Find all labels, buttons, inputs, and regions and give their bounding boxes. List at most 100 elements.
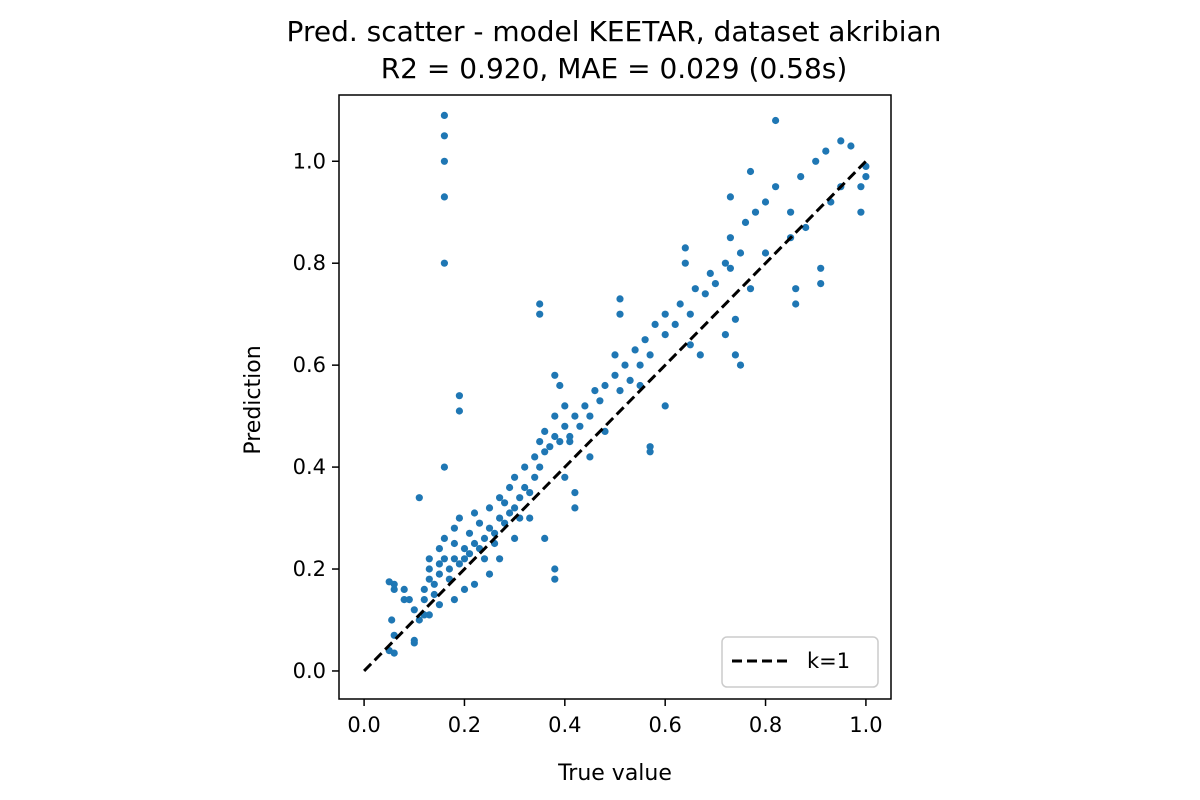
data-point	[676, 300, 684, 308]
data-point	[736, 249, 745, 257]
data-point	[420, 585, 428, 594]
data-point	[440, 157, 448, 165]
data-point	[470, 580, 479, 588]
data-point	[536, 300, 544, 308]
data-point	[388, 616, 396, 624]
data-point	[390, 585, 398, 594]
data-point	[470, 509, 479, 517]
data-point	[516, 494, 524, 502]
data-point	[541, 534, 549, 543]
data-point	[506, 509, 514, 517]
data-point	[746, 167, 755, 176]
data-point	[772, 183, 780, 191]
data-point	[510, 504, 519, 512]
data-point	[526, 489, 534, 497]
data-point	[731, 351, 740, 359]
data-point	[626, 376, 634, 384]
data-point	[445, 565, 453, 573]
data-point	[671, 320, 679, 328]
data-point	[425, 555, 433, 563]
data-point	[521, 463, 529, 471]
data-point	[751, 208, 760, 216]
data-point	[506, 483, 514, 492]
data-point	[410, 606, 418, 614]
data-point	[541, 427, 549, 435]
data-point	[862, 173, 870, 181]
data-point	[385, 578, 393, 586]
data-point	[455, 407, 463, 415]
data-point	[857, 208, 865, 216]
data-point	[455, 514, 463, 522]
data-point	[526, 514, 534, 522]
data-point	[566, 432, 574, 441]
data-point	[455, 560, 463, 568]
data-point	[701, 290, 709, 298]
data-point	[691, 285, 699, 293]
data-point	[425, 575, 433, 583]
data-point	[450, 539, 458, 548]
data-point	[430, 590, 438, 599]
data-point	[551, 565, 559, 573]
data-point	[571, 504, 579, 512]
data-point	[501, 499, 509, 507]
data-point	[475, 519, 484, 527]
data-point	[450, 555, 458, 563]
data-point	[761, 249, 770, 257]
data-point	[415, 494, 423, 502]
data-point	[546, 443, 554, 451]
data-point	[706, 269, 714, 277]
data-point	[591, 387, 599, 395]
data-point	[450, 524, 458, 532]
data-point	[741, 218, 750, 226]
data-point	[812, 157, 820, 165]
data-point	[802, 223, 810, 232]
data-point	[686, 310, 694, 318]
data-point	[576, 422, 584, 430]
y-tick-label: 1.0	[293, 149, 326, 173]
chart-title: Pred. scatter - model KEETAR, dataset ak…	[287, 15, 942, 48]
data-point	[681, 259, 689, 267]
data-point	[847, 142, 855, 150]
data-point	[480, 534, 489, 543]
x-tick-label: 0.0	[347, 713, 380, 737]
data-point	[631, 346, 639, 354]
data-point	[726, 264, 735, 272]
data-point	[435, 545, 443, 553]
data-point	[551, 412, 559, 420]
data-point	[440, 534, 448, 543]
data-point	[405, 596, 413, 604]
data-point	[400, 585, 408, 594]
data-point	[566, 438, 574, 446]
data-point	[616, 310, 624, 318]
data-point	[485, 524, 494, 532]
data-point	[556, 381, 564, 390]
data-point	[541, 448, 549, 456]
data-point	[822, 147, 830, 155]
data-point	[641, 336, 649, 344]
legend: k=1	[721, 636, 879, 688]
data-point	[425, 565, 433, 573]
data-point	[686, 341, 694, 349]
data-point	[521, 483, 529, 492]
data-point	[390, 649, 398, 657]
data-point	[465, 529, 474, 537]
data-point	[536, 438, 544, 446]
data-point	[611, 371, 619, 379]
x-tick-label: 0.2	[448, 713, 481, 737]
data-point	[646, 443, 654, 451]
data-point	[581, 402, 589, 410]
data-point	[837, 137, 845, 145]
data-point	[561, 473, 569, 481]
data-point	[440, 132, 448, 140]
data-point	[726, 193, 735, 201]
data-point	[485, 504, 494, 512]
data-point	[817, 264, 825, 272]
data-point	[440, 555, 448, 563]
y-tick-label: 0.2	[293, 557, 326, 581]
data-point	[440, 193, 448, 201]
data-point	[435, 560, 443, 568]
data-point	[496, 514, 504, 522]
data-point	[646, 448, 654, 456]
data-point	[571, 489, 579, 497]
data-point	[681, 244, 689, 252]
